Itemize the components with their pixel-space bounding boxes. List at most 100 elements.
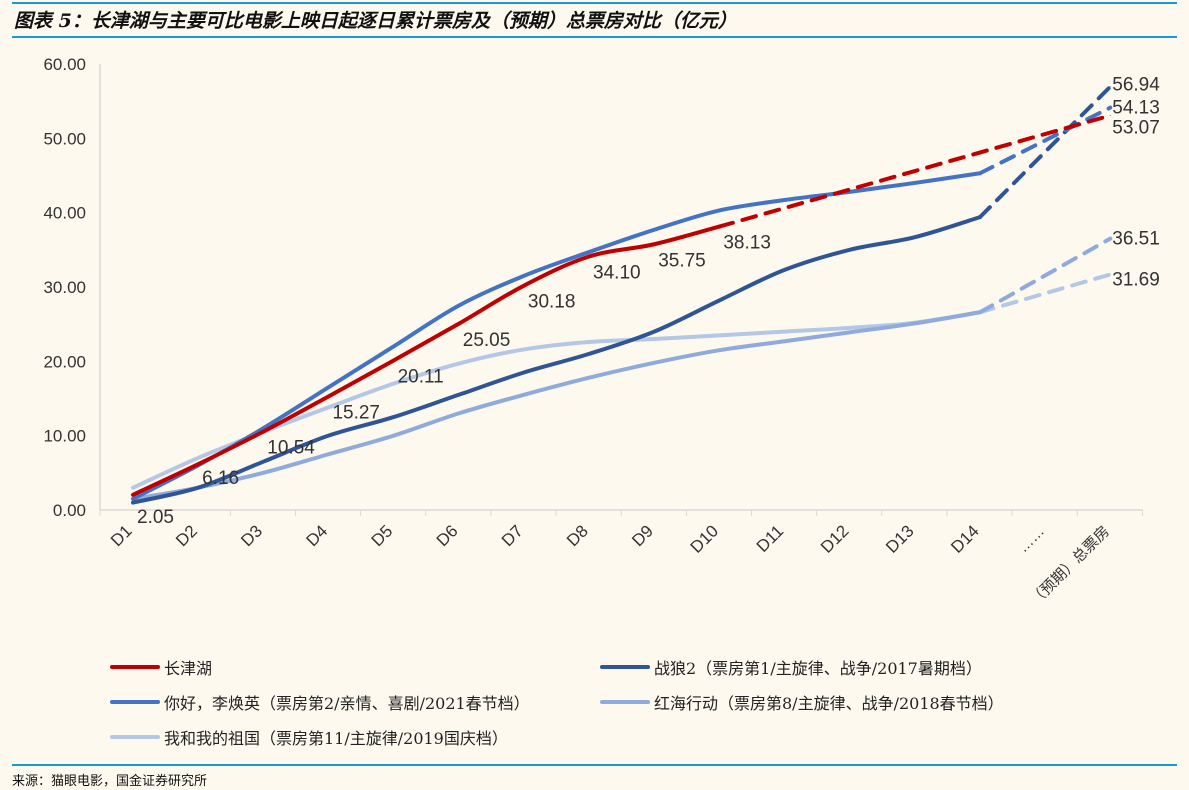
x-tick-label: D11	[753, 521, 788, 556]
data-point	[653, 338, 655, 340]
data-point	[979, 216, 981, 218]
legend-label: 红海行动（票房第8/主旋律、战争/2018春节档）	[654, 694, 1004, 713]
data-point	[718, 334, 720, 336]
data-point	[458, 323, 460, 325]
data-point	[653, 229, 655, 231]
data-point	[523, 371, 525, 373]
data-point	[849, 327, 851, 329]
x-tick-label: D12	[817, 521, 852, 556]
data-label: 38.13	[723, 233, 771, 254]
data-point	[132, 502, 134, 504]
data-point	[523, 285, 525, 287]
legend-swatch	[110, 735, 160, 739]
data-point	[849, 331, 851, 333]
legend-label: 我和我的祖国（票房第11/主旋律/2019国庆档）	[164, 729, 508, 748]
data-label: 34.10	[593, 263, 641, 284]
legend-swatch	[110, 700, 160, 704]
data-point	[393, 416, 395, 418]
data-point	[784, 340, 785, 342]
data-label: 35.75	[658, 250, 706, 271]
data-point	[588, 251, 590, 253]
data-point	[914, 322, 916, 324]
x-tick-label: D7	[498, 521, 527, 550]
x-tick-label: D10	[687, 521, 722, 556]
legend-item: 红海行动（票房第8/主旋律、战争/2018春节档）	[600, 690, 1004, 714]
data-label: 36.51	[1112, 229, 1160, 250]
x-tick-label: D14	[947, 521, 982, 556]
data-point	[1109, 273, 1111, 275]
y-tick-label: 0.00	[53, 501, 86, 520]
y-tick-label: 30.00	[43, 278, 86, 297]
series-line	[131, 310, 982, 501]
data-label: 53.07	[1112, 118, 1160, 139]
data-point	[458, 363, 460, 365]
source-note: 来源：猫眼电影，国金证券研究所	[12, 774, 208, 789]
x-tick-label: ……	[1015, 523, 1048, 556]
data-point	[327, 435, 329, 437]
legend-item: 你好，李焕英（票房第2/亲情、喜剧/2021春节档）	[110, 690, 530, 714]
data-point	[523, 348, 525, 350]
data-point	[718, 209, 720, 211]
x-tick-label: D9	[628, 521, 657, 550]
legend-label: 战狼2（票房第1/主旋律、战争/2017暑期档）	[654, 659, 982, 678]
legend-label: 长津湖	[164, 659, 213, 678]
legend-swatch	[110, 665, 160, 669]
data-point	[784, 269, 785, 271]
data-point	[327, 395, 329, 397]
x-tick-label: D8	[563, 521, 592, 550]
x-tick-label: D3	[237, 521, 266, 550]
data-point	[979, 172, 981, 174]
data-point	[393, 435, 395, 437]
data-point	[327, 386, 329, 388]
data-point	[393, 360, 395, 362]
data-point	[393, 345, 395, 347]
data-label: 15.27	[332, 402, 380, 423]
data-point	[784, 331, 785, 333]
data-point	[653, 331, 655, 333]
data-point	[523, 275, 525, 277]
data-point	[1109, 115, 1111, 117]
series-projection-dashed	[977, 272, 1113, 315]
data-label: 56.94	[1112, 75, 1160, 96]
series-line	[131, 215, 982, 505]
title-rule	[12, 36, 1177, 38]
x-tick-label: D13	[882, 521, 917, 556]
data-label: 25.05	[463, 330, 511, 351]
series-projection-dashed	[977, 105, 1113, 176]
data-point	[197, 487, 199, 489]
data-point	[458, 305, 460, 307]
legend-item: 战狼2（票房第1/主旋律、战争/2017暑期档）	[600, 655, 982, 679]
x-tick-label: D2	[172, 521, 201, 550]
x-tick-label: D5	[368, 521, 397, 550]
data-label: 10.54	[267, 438, 315, 459]
data-label: 30.18	[528, 292, 576, 313]
data-point	[653, 243, 655, 245]
data-point	[393, 383, 395, 385]
data-point	[718, 226, 720, 228]
data-point	[262, 472, 264, 474]
data-point	[132, 487, 134, 489]
data-label: 6.16	[202, 468, 239, 489]
legend-swatch	[600, 700, 650, 704]
data-point	[262, 427, 264, 429]
legend-item: 长津湖	[110, 655, 212, 679]
data-point	[327, 406, 329, 408]
data-point	[979, 311, 981, 313]
figure-title: 图表 5：长津湖与主要可比电影上映日起逐日累计票房及（预期）总票房对比（亿元）	[14, 10, 737, 32]
top-rule	[12, 2, 1177, 4]
y-tick-label: 50.00	[43, 129, 86, 148]
series-projection-dashed	[717, 113, 1113, 229]
bottom-rule	[12, 764, 1177, 766]
x-tick-label: D1	[107, 521, 136, 550]
data-label: 31.69	[1112, 269, 1160, 290]
data-point	[262, 461, 264, 463]
data-point	[588, 256, 590, 258]
legend-swatch	[600, 665, 650, 669]
data-point	[718, 349, 720, 351]
data-point	[197, 457, 199, 459]
data-point	[1109, 107, 1111, 109]
line-chart: 0.00 10.00 20.00 30.00 40.00 50.00 60.00 D1 D2 D3…	[43, 55, 1160, 609]
data-point	[327, 453, 329, 455]
x-tick-label: D6	[433, 521, 462, 550]
